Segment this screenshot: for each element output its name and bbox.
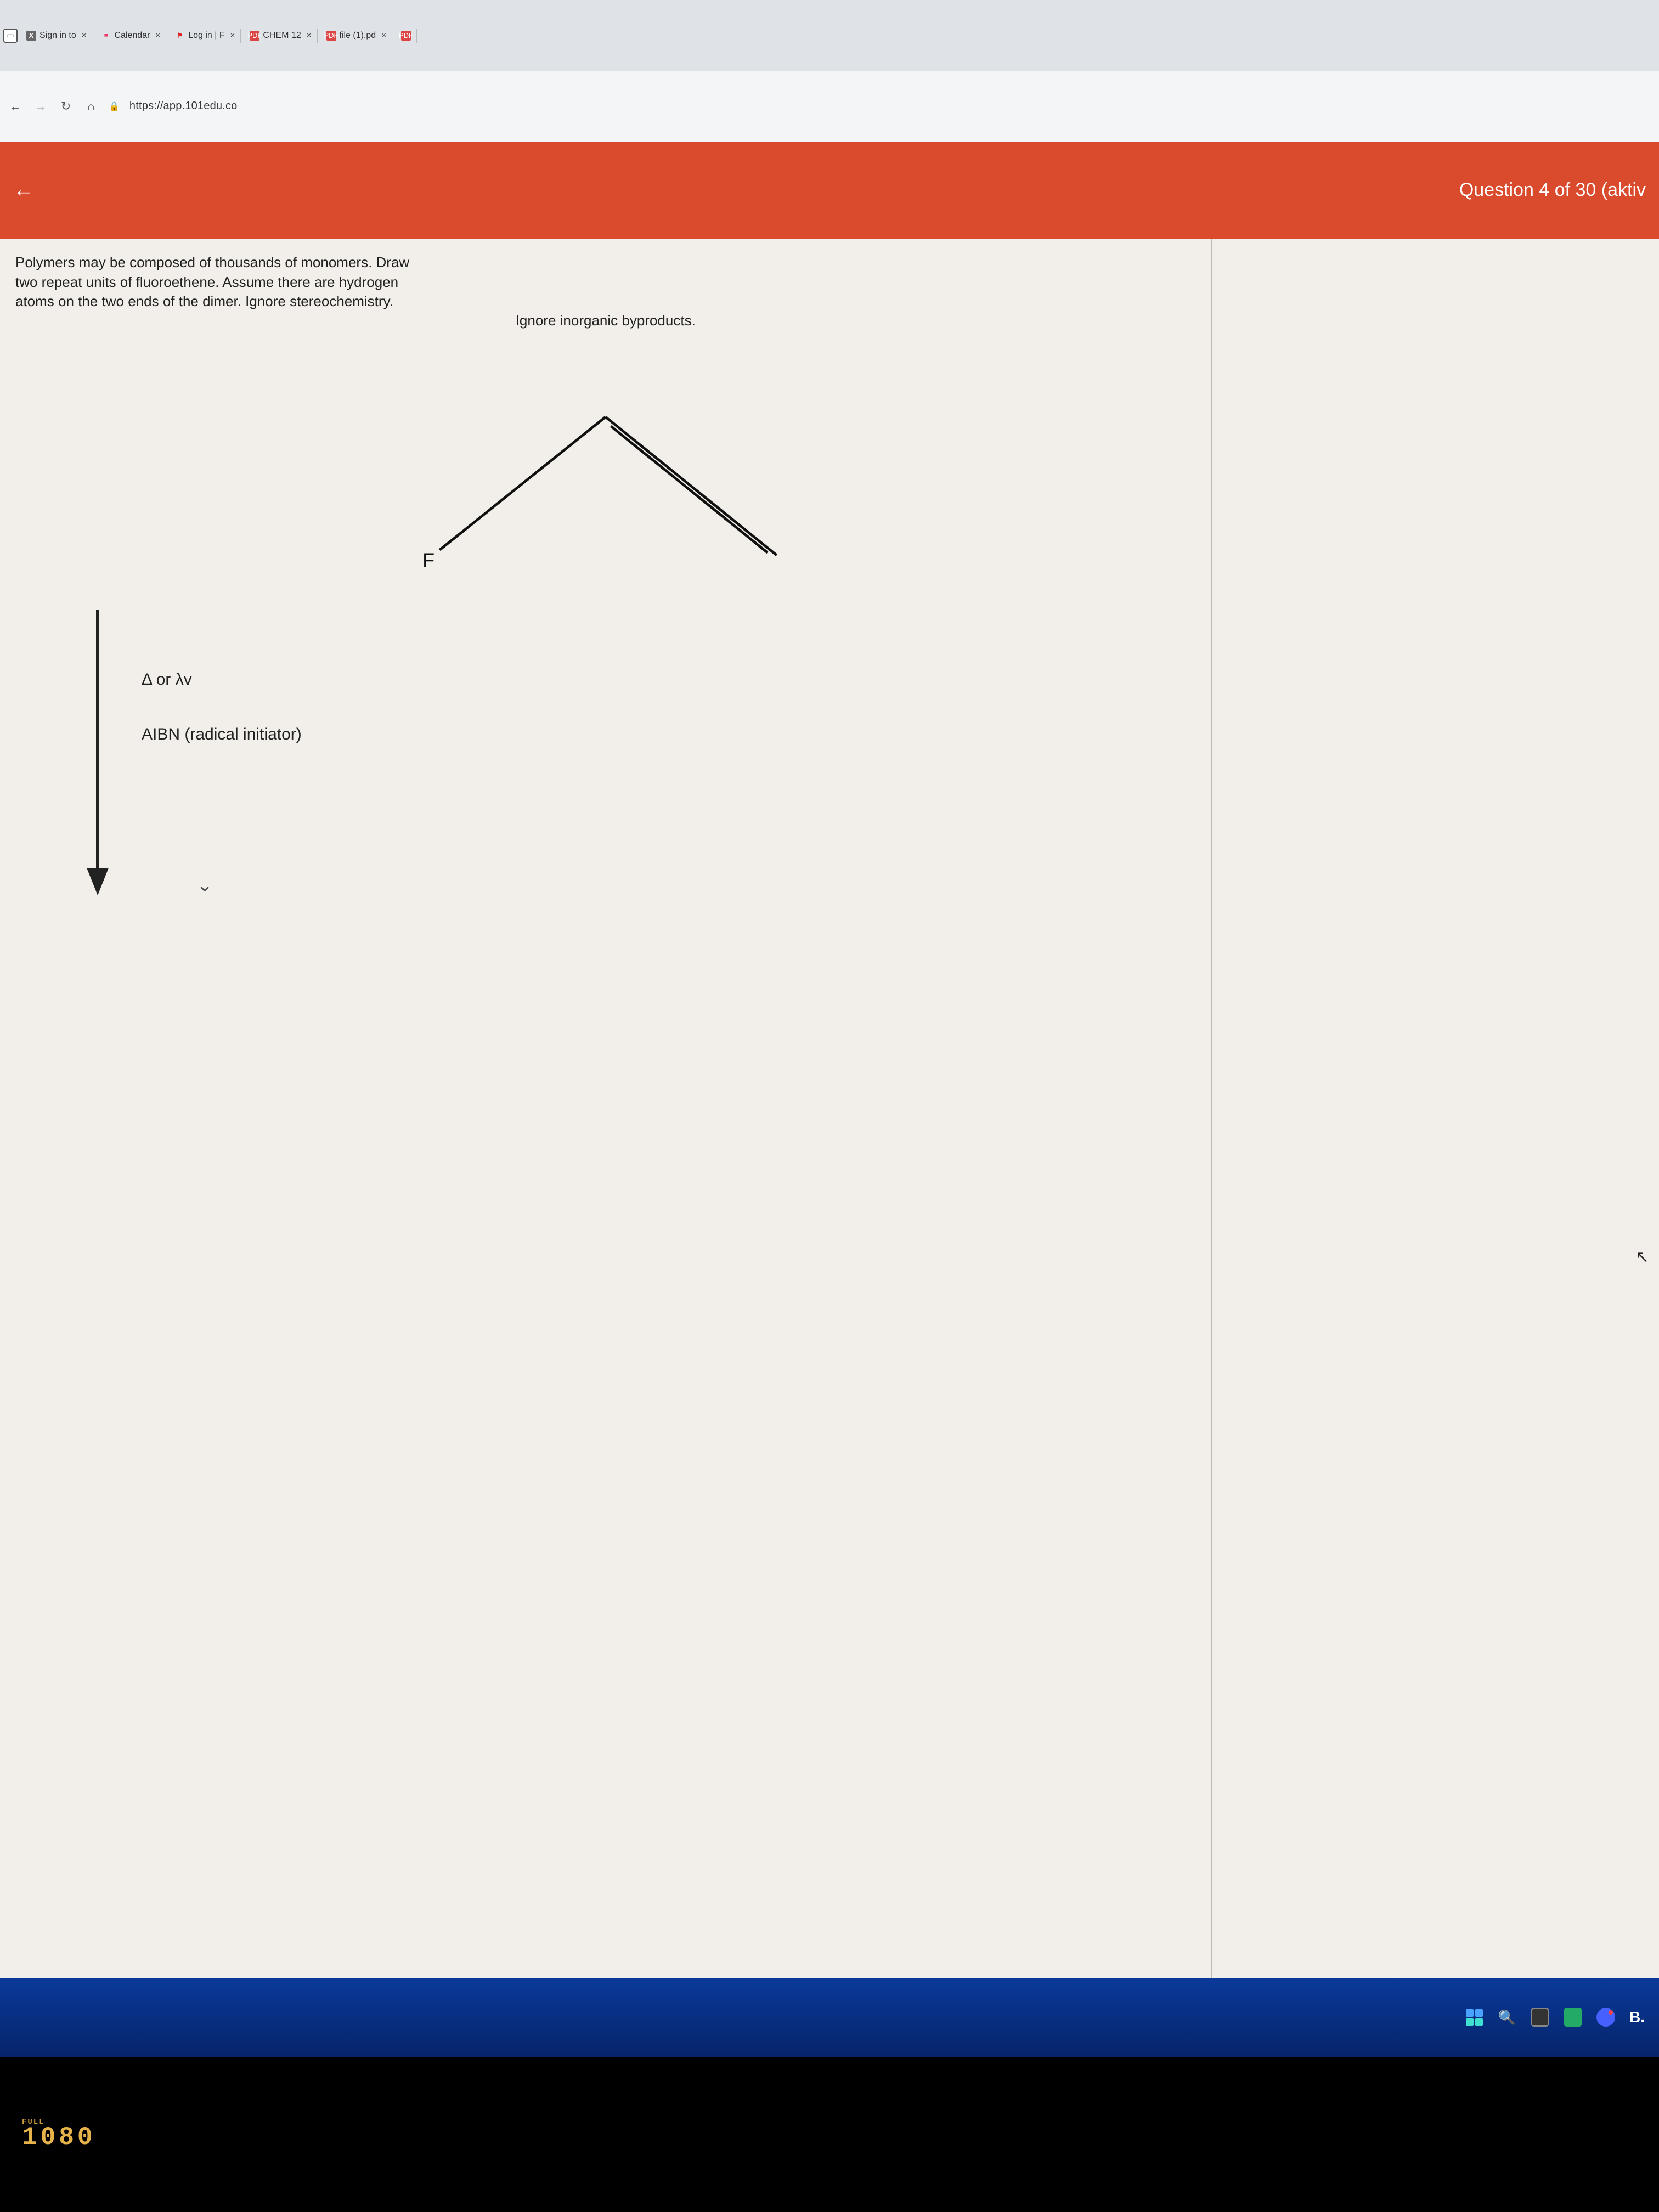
favicon-flag-icon: ⚑	[175, 31, 185, 41]
reaction-block: Δ or λv AIBN (radical initiator) ⌄	[15, 610, 1196, 917]
nav-back-button[interactable]: ←	[8, 99, 23, 114]
favicon-pdf-icon: PDF	[326, 31, 336, 41]
question-counter: Question 4 of 30 (aktiv	[1459, 179, 1646, 201]
bond-c1-apex	[459, 417, 605, 534]
browser-tab-bar: ▭ X Sign in to × ≡ Calendar × ⚑ Log in |…	[0, 0, 1659, 71]
tab-calendar[interactable]: ≡ Calendar ×	[95, 29, 166, 43]
window-collection-icon[interactable]: ▭	[3, 29, 18, 43]
browser-toolbar: ← → ↻ ⌂ 🔒 https://app.101edu.co	[0, 71, 1659, 142]
reaction-arrow	[81, 610, 114, 895]
favicon-pdf-icon: PDF	[401, 31, 411, 41]
prompt-line: atoms on the two ends of the dimer. Igno…	[15, 293, 393, 309]
expand-chevron-icon[interactable]: ⌄	[196, 873, 213, 896]
tab-label: Sign in to	[40, 31, 76, 41]
nav-refresh-button[interactable]: ↻	[58, 99, 74, 114]
prompt-line: Ignore inorganic byproducts.	[15, 311, 1196, 330]
tab-sign-in[interactable]: X Sign in to ×	[21, 29, 92, 43]
pane-divider	[1211, 239, 1212, 1977]
address-bar-url[interactable]: https://app.101edu.co	[129, 100, 238, 112]
molecule-svg: F	[15, 391, 1196, 588]
tab-label: Log in | F	[188, 31, 224, 41]
cursor-icon: ↖	[1635, 1248, 1649, 1267]
tab-chem[interactable]: PDF CHEM 12 ×	[244, 29, 317, 43]
bond-apex-c2-a	[606, 417, 777, 555]
taskbar-chat-icon[interactable]	[1596, 2008, 1615, 2027]
tab-label: file (1).pd	[340, 31, 376, 41]
nav-forward-button[interactable]: →	[33, 99, 48, 114]
atom-label-F: F	[422, 549, 435, 571]
tab-login[interactable]: ⚑ Log in | F ×	[170, 29, 241, 43]
prompt-line: two repeat units of fluoroethene. Assume…	[15, 274, 398, 290]
favicon-x-icon: X	[26, 31, 36, 41]
close-icon[interactable]: ×	[307, 31, 312, 40]
nav-home-button[interactable]: ⌂	[83, 99, 99, 114]
close-icon[interactable]: ×	[381, 31, 386, 40]
tab-label: Calendar	[114, 31, 150, 41]
bond-f-c1	[439, 534, 459, 550]
monitor-resolution-label: FULL 1080	[22, 2118, 95, 2152]
lock-icon: 🔒	[109, 101, 120, 112]
monitor-bezel: FULL 1080	[0, 2057, 1659, 2212]
close-icon[interactable]: ×	[82, 31, 87, 40]
app-back-button[interactable]: ←	[13, 178, 34, 202]
windows-taskbar: 🔍 B.	[0, 1978, 1659, 2057]
prompt-line: Polymers may be composed of thousands of…	[15, 254, 409, 270]
bond-apex-c2-b	[611, 426, 768, 552]
favicon-calendar-icon: ≡	[101, 31, 111, 41]
tab-label: CHEM 12	[263, 31, 301, 41]
question-content: ↖ Polymers may be composed of thousands …	[0, 239, 1659, 1977]
tab-file1[interactable]: PDF file (1).pd ×	[321, 29, 392, 43]
close-icon[interactable]: ×	[155, 31, 160, 40]
reaction-condition-2: AIBN (radical initiator)	[142, 725, 302, 744]
favicon-pdf-icon: PDF	[250, 31, 259, 41]
taskbar-app-icon[interactable]	[1564, 2008, 1582, 2027]
start-button[interactable]	[1465, 2008, 1483, 2027]
molecule-structure: F	[15, 391, 1196, 588]
taskbar-search-icon[interactable]: 🔍	[1498, 2008, 1516, 2027]
bezel-big-text: 1080	[22, 2123, 95, 2152]
question-prompt: Polymers may be composed of thousands of…	[15, 253, 1196, 330]
taskbar-taskview-icon[interactable]	[1531, 2008, 1549, 2027]
tab-extra[interactable]: PDF	[396, 29, 417, 43]
question-left-pane: Polymers may be composed of thousands of…	[0, 239, 1211, 1977]
reaction-condition-1: Δ or λv	[142, 670, 192, 689]
close-icon[interactable]: ×	[230, 31, 235, 40]
taskbar-letter-badge: B.	[1629, 2008, 1645, 2026]
app-header: ← Question 4 of 30 (aktiv	[0, 142, 1659, 239]
